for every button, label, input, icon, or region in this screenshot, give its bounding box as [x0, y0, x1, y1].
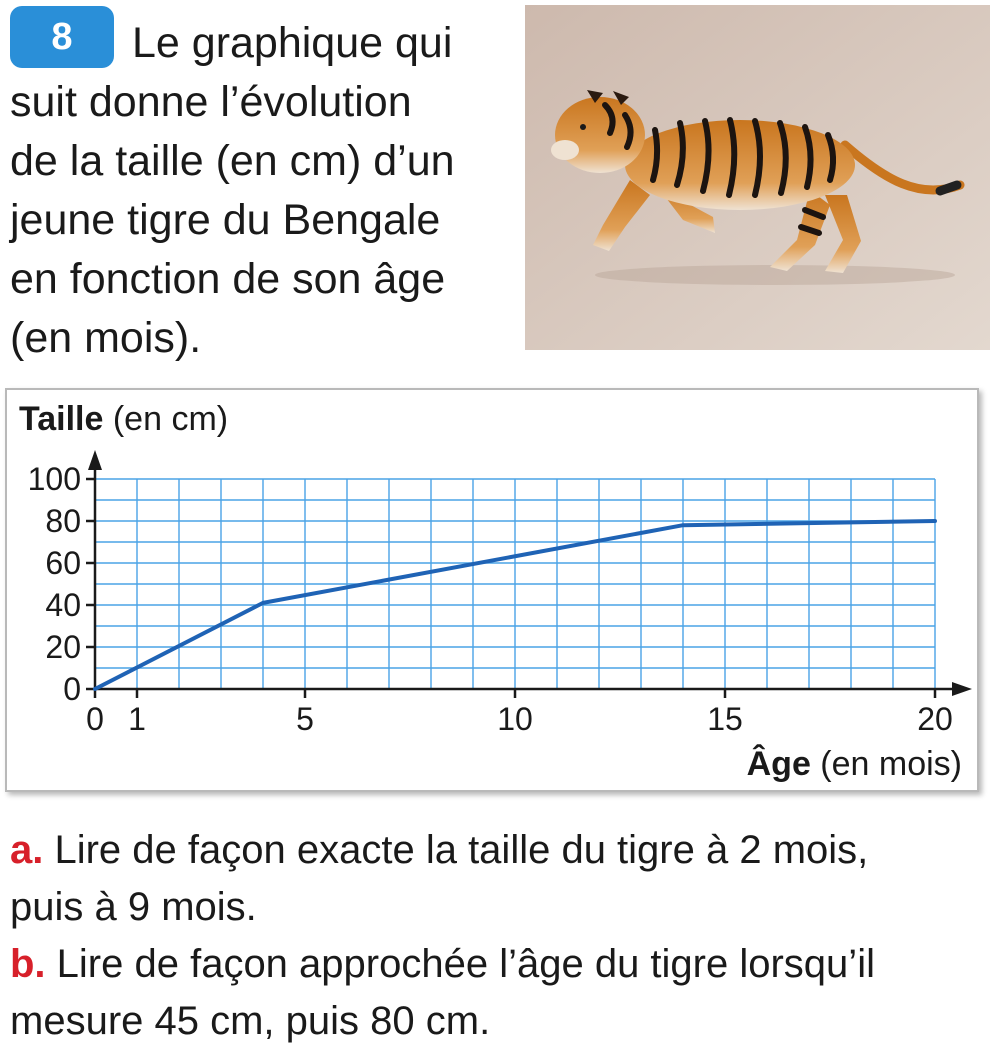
y-tick-label: 20 — [45, 629, 81, 665]
x-axis-arrow-icon — [952, 682, 972, 696]
intro-line-6: (en mois). — [10, 314, 202, 362]
question-list: a. Lire de façon exacte la taille du tig… — [10, 822, 995, 1050]
y-tick-label: 0 — [63, 671, 81, 707]
y-axis-arrow-icon — [88, 450, 102, 470]
intro-line-4: jeune tigre du Bengale — [10, 196, 441, 244]
x-axis-title: Âge (en mois) — [747, 745, 962, 783]
x-tick-label: 15 — [707, 701, 743, 737]
intro-line-3: de la taille (en cm) d’un — [10, 137, 455, 185]
x-tick-label: 10 — [497, 701, 533, 737]
chart-frame: 0 1 5 10 15 20 0 20 40 60 80 100 Taille (en cm) Âge… — [5, 388, 979, 792]
question-a: a. Lire de façon exacte la taille du tig… — [10, 822, 995, 936]
question-b-letter: b. — [10, 942, 46, 986]
question-b-text-2: mesure 45 cm, puis 80 cm. — [10, 999, 491, 1043]
x-tick-label: 20 — [917, 701, 953, 737]
y-tick-label: 60 — [45, 545, 81, 581]
chart-grid — [94, 478, 936, 690]
y-tick-label: 40 — [45, 587, 81, 623]
y-tick-label: 100 — [28, 461, 81, 497]
chart-axes — [86, 450, 972, 698]
y-axis-title: Taille (en cm) — [19, 400, 228, 438]
question-a-text: Lire de façon exacte la taille du tigre … — [43, 828, 869, 872]
tiger-cub-photo — [525, 5, 990, 350]
question-a-text-2: puis à 9 mois. — [10, 885, 257, 929]
chart-series — [93, 519, 937, 691]
x-tick-label: 0 — [86, 701, 104, 737]
question-b: b. Lire de façon approchée l’âge du tigr… — [10, 936, 995, 1050]
y-tick-label: 80 — [45, 503, 81, 539]
intro-line-5: en fonction de son âge — [10, 255, 446, 303]
x-tick-label: 1 — [128, 701, 146, 737]
exercise-intro: Le graphique qui suit donne l’évolution … — [10, 14, 510, 368]
question-a-letter: a. — [10, 828, 44, 872]
tiger-cub-illustration — [525, 5, 990, 350]
series-line — [93, 519, 937, 691]
intro-line-1: Le graphique qui — [132, 19, 453, 67]
x-tick-label: 5 — [296, 701, 314, 737]
question-b-text: Lire de façon approchée l’âge du tigre l… — [45, 942, 875, 986]
exercise-number-badge: 8 — [10, 6, 114, 68]
intro-line-2: suit donne l’évolution — [10, 78, 412, 126]
